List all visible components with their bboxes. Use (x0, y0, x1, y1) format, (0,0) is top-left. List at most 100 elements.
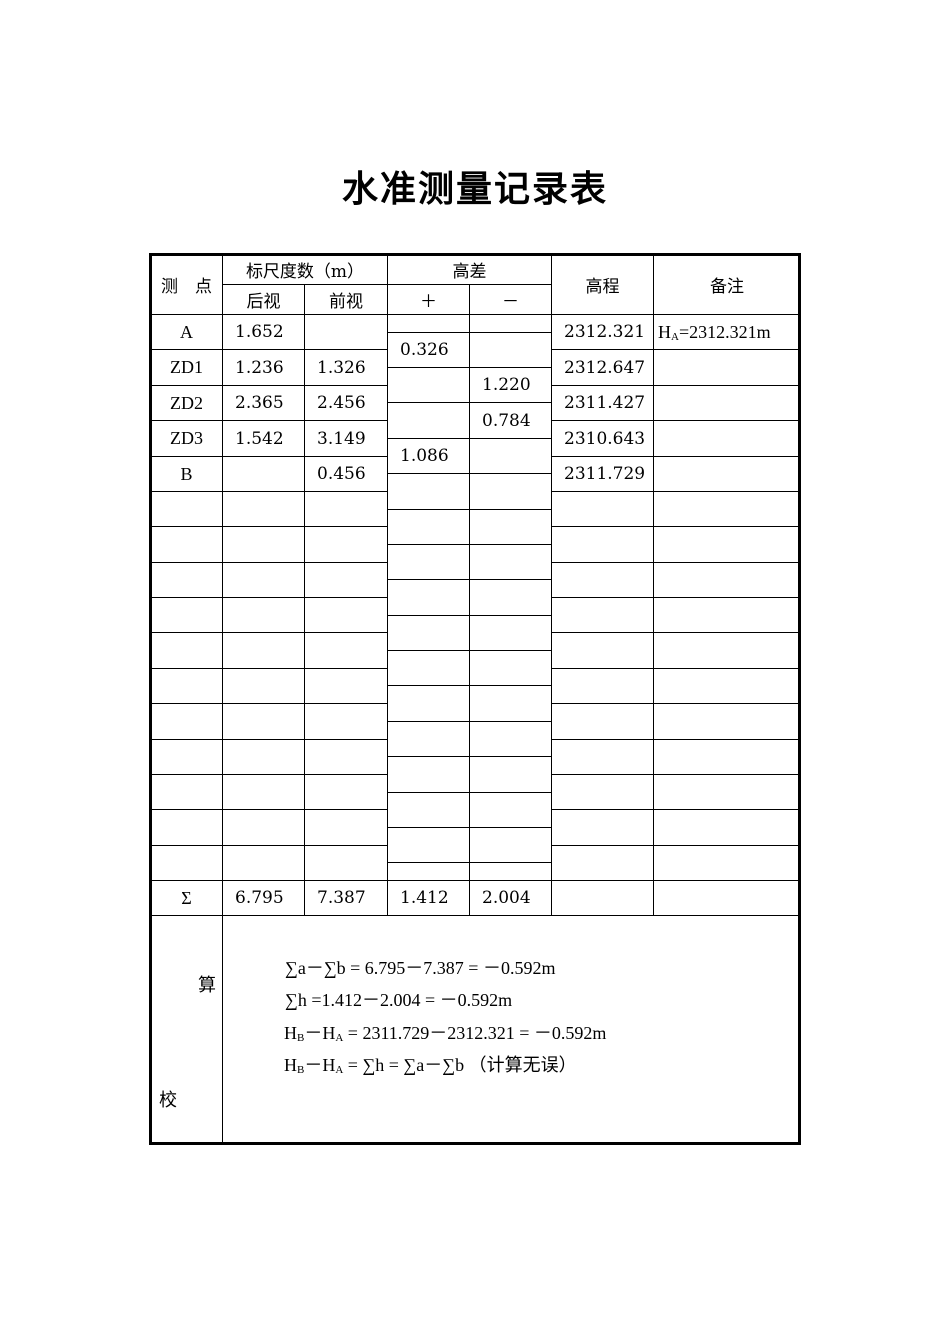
backsight-cell (222, 456, 305, 492)
total-backsight-text: 6.795 (235, 888, 284, 908)
height-diff-minus-cell (469, 332, 552, 368)
elevation-cell-text: 2312.647 (564, 357, 646, 378)
height-diff-plus-cell (387, 721, 470, 757)
backsight-cell (222, 739, 305, 775)
elevation-cell (551, 774, 654, 810)
remark-cell (653, 632, 801, 669)
height-diff-minus-cell (469, 827, 552, 863)
height-diff-minus-cell (469, 509, 552, 545)
total-backsight: 6.795 (222, 880, 305, 916)
header-foresight: 前视 (304, 284, 388, 315)
elevation-cell (551, 809, 654, 846)
elevation-cell: 2310.643 (551, 420, 654, 457)
header-foresight-text: 前视 (329, 292, 363, 312)
height-diff-plus-cell (387, 685, 470, 722)
remark-cell (653, 597, 801, 633)
height-diff-minus-cell (469, 862, 552, 881)
height-diff-plus-cell-text: 0.326 (400, 340, 449, 360)
backsight-cell-text: 1.542 (235, 428, 284, 449)
height-diff-plus-cell (387, 579, 470, 616)
backsight-cell-text: 2.365 (235, 393, 284, 413)
header-elevation: 高程 (551, 254, 654, 315)
check-line-4: HB－HA = ∑h = ∑a－∑b （计算无误） (284, 1055, 577, 1076)
height-diff-plus-cell-text: 1.086 (400, 446, 449, 466)
station-cell (150, 809, 223, 846)
foresight-cell-text: 3.149 (317, 428, 366, 449)
total-plus: 1.412 (387, 880, 470, 916)
remark-cell (653, 809, 801, 846)
backsight-cell (222, 632, 305, 669)
height-diff-plus-cell (387, 367, 470, 403)
height-diff-minus-cell (469, 473, 552, 510)
remark-cell (653, 526, 801, 563)
station-cell: ZD1 (150, 349, 223, 386)
header-plus: ＋ (387, 284, 470, 315)
remark-text: HA=2312.321m (658, 321, 771, 343)
foresight-cell (304, 632, 388, 669)
station-cell (150, 703, 223, 740)
remark-cell (653, 703, 801, 740)
station-cell: ZD2 (150, 385, 223, 421)
station-cell (150, 739, 223, 775)
height-diff-minus-cell-text: 0.784 (482, 410, 531, 431)
station-cell (150, 491, 223, 527)
check-label-1: 算 (198, 975, 216, 996)
elevation-cell (551, 632, 654, 669)
total-remarks (653, 880, 801, 916)
foresight-cell (304, 491, 388, 527)
elevation-cell: 2312.321 (551, 314, 654, 350)
station-cell (150, 845, 223, 881)
foresight-cell (304, 668, 388, 704)
elevation-cell: 2312.647 (551, 349, 654, 386)
station-cell-text: ZD2 (170, 392, 203, 413)
backsight-cell (222, 597, 305, 633)
foresight-cell: 1.326 (304, 349, 388, 386)
total-minus: 2.004 (469, 880, 552, 916)
check-line-3: HB－HA = 2311.729－2312.321 = －0.592m (284, 1023, 607, 1044)
remark-cell: HA=2312.321m (653, 314, 801, 350)
backsight-cell (222, 562, 305, 598)
height-diff-minus-cell (469, 721, 552, 757)
height-diff-minus-cell (469, 438, 552, 474)
elevation-cell-text: 2310.643 (564, 428, 646, 449)
height-diff-minus-cell (469, 756, 552, 793)
remark-cell (653, 349, 801, 386)
page-title: 水准测量记录表 (341, 168, 608, 210)
totals-label-text: Σ (181, 887, 192, 908)
elevation-cell (551, 668, 654, 704)
foresight-cell-text: 2.456 (317, 393, 366, 413)
total-foresight: 7.387 (304, 880, 388, 916)
height-diff-minus-cell (469, 685, 552, 722)
elevation-cell (551, 597, 654, 633)
header-remarks: 备注 (653, 254, 801, 315)
height-diff-minus-cell (469, 615, 552, 651)
backsight-cell-text: 1.236 (235, 357, 284, 378)
remark-cell (653, 385, 801, 421)
height-diff-minus-cell (469, 650, 552, 686)
elevation-cell (551, 739, 654, 775)
header-elevation-text: 高程 (585, 277, 620, 297)
header-station-text: 测 点 (161, 277, 212, 297)
height-diff-plus-cell (387, 402, 470, 439)
foresight-cell: 3.149 (304, 420, 388, 457)
header-remarks-text: 备注 (710, 277, 744, 297)
foresight-cell: 2.456 (304, 385, 388, 421)
height-diff-minus-cell (469, 544, 552, 580)
height-diff-minus-cell (469, 579, 552, 616)
height-diff-plus-cell (387, 792, 470, 828)
total-elevation (551, 880, 654, 916)
height-diff-minus-cell: 1.220 (469, 367, 552, 403)
backsight-cell (222, 703, 305, 740)
station-cell (150, 632, 223, 669)
height-diff-plus-cell (387, 827, 470, 863)
header-height-diff-text: 高差 (452, 262, 487, 282)
foresight-cell-text: 1.326 (317, 357, 366, 378)
backsight-cell: 1.542 (222, 420, 305, 457)
station-cell (150, 562, 223, 598)
backsight-cell: 1.652 (222, 314, 305, 350)
leveling-record-table: 测 点 标尺度数（m） 后视 前视 高差 ＋ － 高程 备注 A 1.652 2312.321 HA=2… (149, 253, 801, 1145)
elevation-cell (551, 703, 654, 740)
foresight-cell (304, 703, 388, 740)
header-station: 测 点 (150, 254, 223, 315)
height-diff-minus-cell: 0.784 (469, 402, 552, 439)
